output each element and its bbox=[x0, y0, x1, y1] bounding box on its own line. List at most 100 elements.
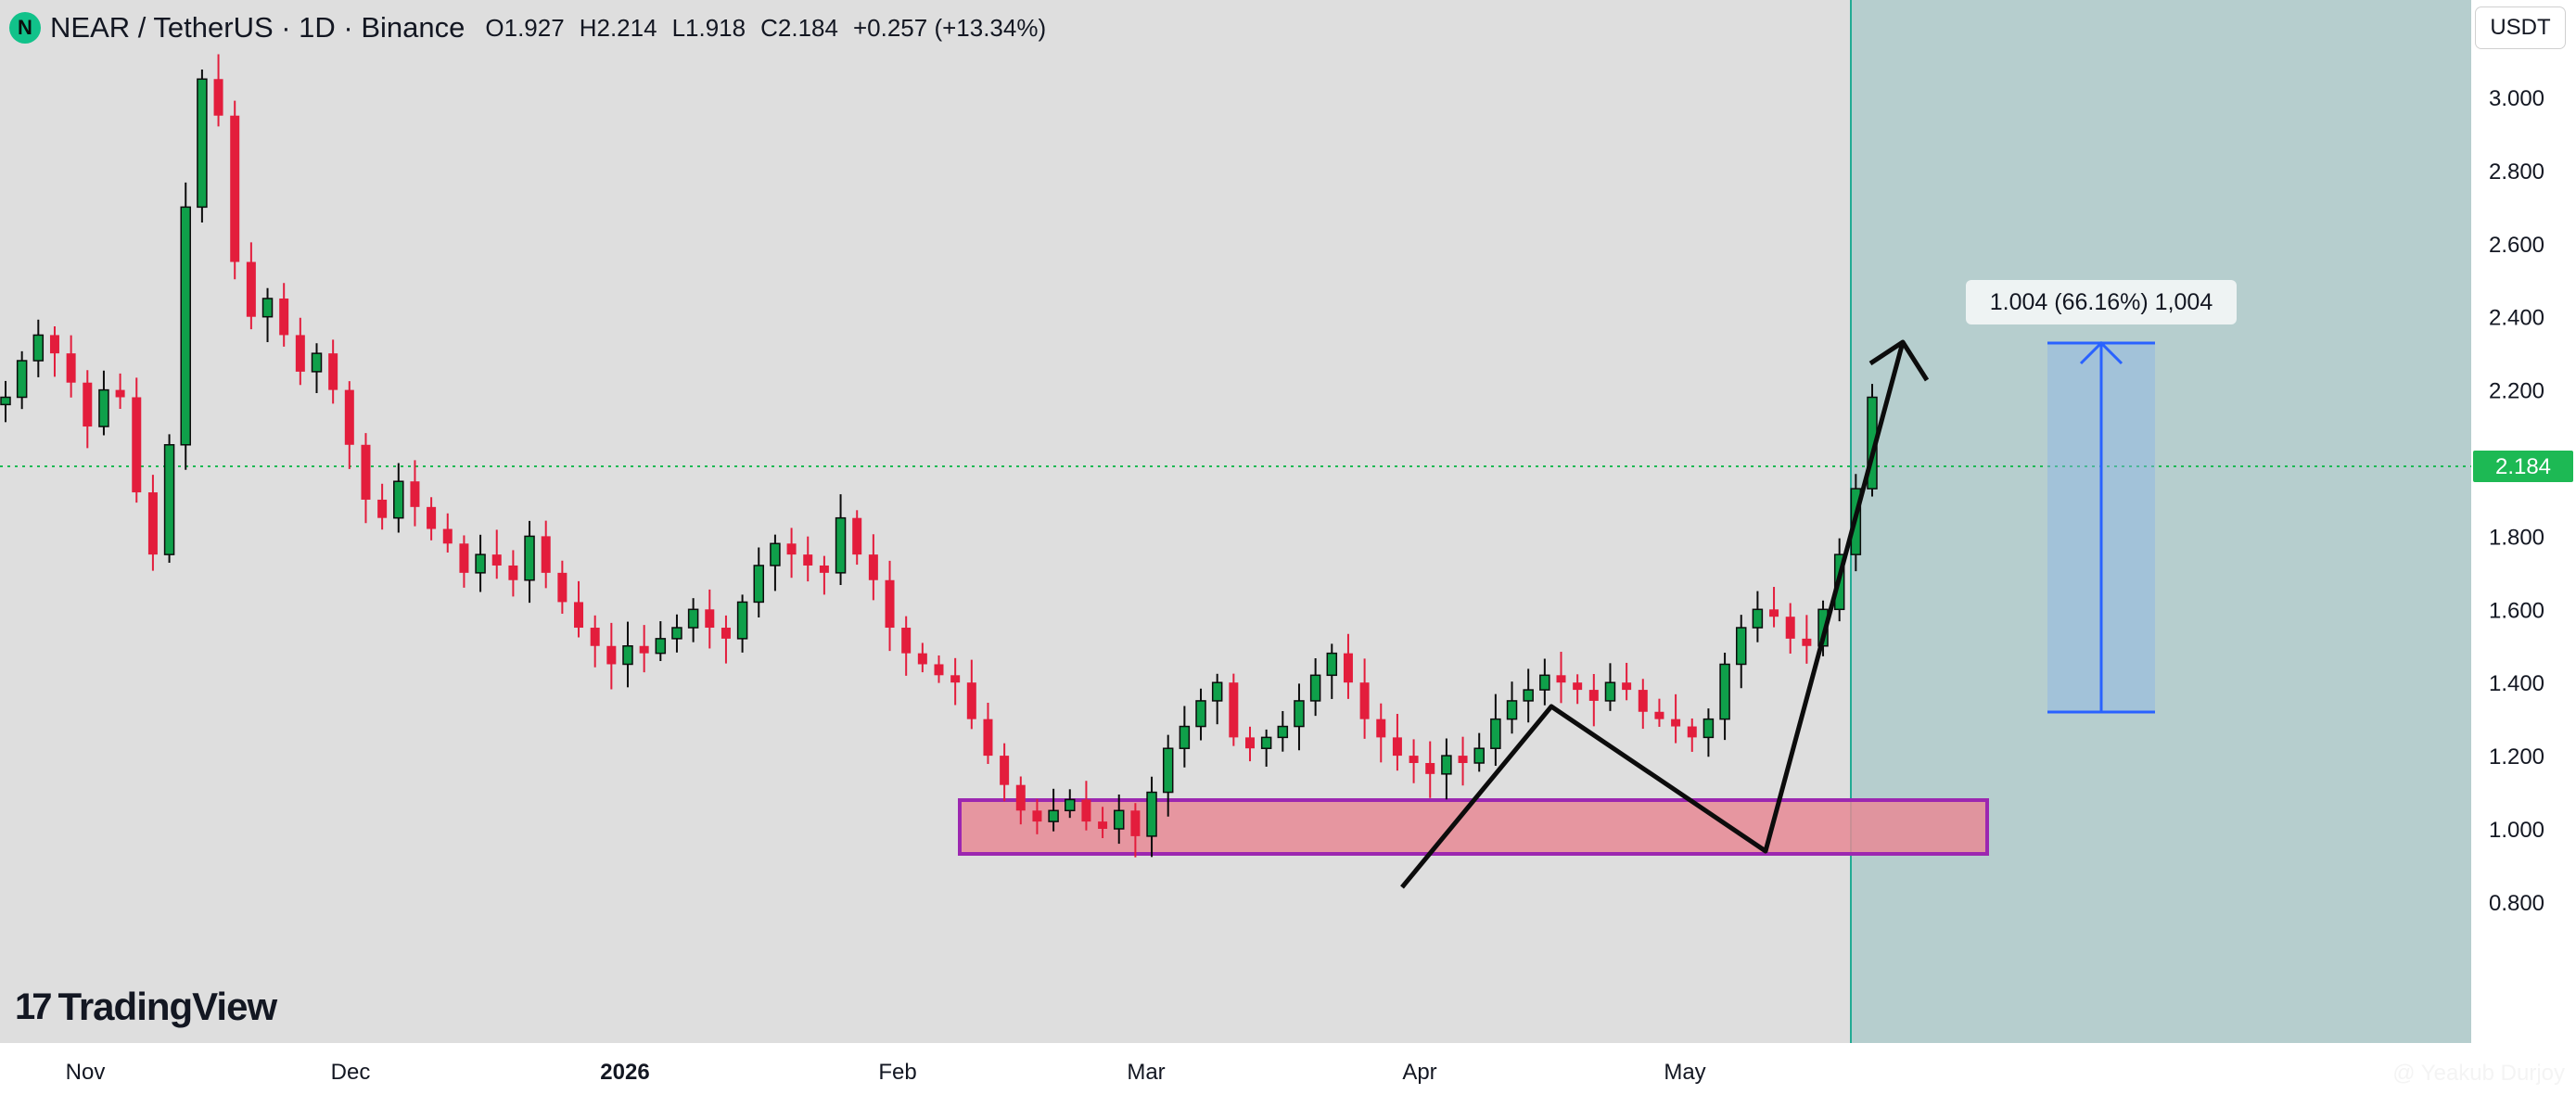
high-value: 2.214 bbox=[596, 13, 657, 42]
candle-body bbox=[671, 627, 682, 640]
candle-body bbox=[721, 628, 731, 639]
candle-body bbox=[1702, 718, 1715, 739]
candle-body bbox=[1113, 809, 1125, 830]
candle-body bbox=[1490, 718, 1501, 749]
projection-arrow-head bbox=[1868, 339, 1930, 382]
candle-body bbox=[1098, 821, 1108, 829]
candle-body bbox=[1539, 674, 1550, 691]
price-tick-label: 2.800 bbox=[2489, 159, 2544, 184]
candle-body bbox=[1294, 700, 1305, 728]
candle-body bbox=[1162, 747, 1174, 794]
candle-body bbox=[1638, 690, 1648, 712]
candle-body bbox=[246, 261, 256, 317]
candle-body bbox=[197, 78, 208, 209]
time-axis-ticks: Nov Dec 2026 Feb Mar Apr May bbox=[66, 1060, 1706, 1085]
candle-body bbox=[639, 645, 649, 654]
candle-body bbox=[852, 517, 862, 555]
symbol-legend: N NEAR / TetherUS · 1D · Binance O1.927 … bbox=[9, 7, 1046, 48]
time-tick-label: May bbox=[1664, 1060, 1705, 1085]
candle-body bbox=[1523, 689, 1534, 702]
candle-body bbox=[655, 638, 667, 655]
candle-body bbox=[115, 389, 125, 398]
candle-body bbox=[1392, 737, 1402, 757]
candle-body bbox=[1752, 608, 1764, 629]
tradingview-logo-icon: 17 bbox=[15, 986, 52, 1027]
candle-body bbox=[279, 298, 289, 336]
close-value: 2.184 bbox=[777, 13, 838, 42]
candle-body bbox=[1719, 663, 1730, 720]
candle-body bbox=[687, 608, 699, 629]
candle-body bbox=[1604, 681, 1616, 702]
candle-body bbox=[1458, 756, 1468, 763]
high-key: H bbox=[579, 13, 597, 42]
time-tick-label: Apr bbox=[1402, 1060, 1436, 1085]
candle-body bbox=[1065, 798, 1076, 812]
candle-body bbox=[1048, 809, 1059, 822]
candle-body bbox=[475, 553, 486, 574]
current-price-label: 2.184 bbox=[2495, 454, 2551, 479]
candle-body bbox=[1146, 791, 1157, 837]
candle-body bbox=[393, 480, 404, 519]
candle-body bbox=[1130, 810, 1141, 836]
measure-result-label: 1.004 (66.16%) 1,004 bbox=[1966, 280, 2237, 324]
ohlc-open: O1.927 bbox=[485, 14, 564, 43]
price-tick-label: 1.800 bbox=[2489, 525, 2544, 550]
candle-body bbox=[410, 481, 420, 507]
candle-body bbox=[966, 682, 976, 719]
candle-body bbox=[557, 572, 567, 603]
candle-body bbox=[705, 609, 715, 629]
candle-body bbox=[1229, 682, 1239, 738]
time-tick-label: Dec bbox=[331, 1060, 371, 1085]
candle-body bbox=[1409, 756, 1419, 763]
candle-body bbox=[1179, 725, 1191, 749]
time-tick-label: Feb bbox=[878, 1060, 916, 1085]
candle-body bbox=[442, 528, 453, 544]
price-axis-ticks: 3.2003.0002.8002.6002.4002.2002.0001.800… bbox=[2489, 13, 2544, 916]
measure-arrow-head bbox=[2079, 340, 2123, 365]
candle-body bbox=[98, 388, 109, 427]
candle-body bbox=[1326, 652, 1338, 677]
tradingview-logo-text: TradingView bbox=[57, 985, 278, 1028]
symbol-title[interactable]: NEAR / TetherUS · 1D · Binance bbox=[50, 11, 465, 44]
tradingview-logo[interactable]: 17 TradingView bbox=[15, 985, 278, 1029]
measure-tool[interactable] bbox=[2047, 340, 2155, 714]
low-key: L bbox=[671, 13, 686, 42]
candle-body bbox=[1376, 719, 1386, 738]
price-tick-label: 2.600 bbox=[2489, 233, 2544, 258]
candle-body bbox=[524, 535, 535, 581]
candle-body bbox=[541, 536, 551, 573]
candle-body bbox=[147, 492, 158, 555]
time-axis-background[interactable] bbox=[0, 1043, 2471, 1094]
candle-body bbox=[885, 579, 895, 629]
price-tick-label: 3.000 bbox=[2489, 86, 2544, 111]
candle-body bbox=[1245, 737, 1255, 749]
candle-body bbox=[295, 335, 305, 372]
time-tick-label: Mar bbox=[1127, 1060, 1165, 1085]
candle-body bbox=[950, 675, 961, 683]
candle-body bbox=[491, 554, 502, 566]
candle-body bbox=[622, 645, 633, 666]
price-axis-background[interactable] bbox=[2471, 0, 2576, 1094]
candle-body bbox=[1769, 609, 1779, 617]
candle-body bbox=[1506, 700, 1518, 720]
candle-body bbox=[1211, 681, 1223, 702]
candle-body bbox=[1441, 755, 1452, 775]
candle-body bbox=[1359, 682, 1370, 719]
candle-body bbox=[132, 397, 142, 493]
price-tick-label: 1.200 bbox=[2489, 744, 2544, 770]
candle-body bbox=[590, 628, 600, 646]
candle-body bbox=[1425, 762, 1435, 774]
candle-body bbox=[1277, 725, 1289, 739]
currency-unit-button[interactable]: USDT bbox=[2476, 7, 2565, 48]
time-tick-label: Nov bbox=[66, 1060, 106, 1085]
candle-body bbox=[1588, 690, 1599, 701]
ohlc-high: H2.214 bbox=[580, 14, 657, 43]
candle-body bbox=[901, 628, 912, 654]
candle-body bbox=[261, 298, 274, 318]
candle-body bbox=[1671, 719, 1681, 727]
candle-body bbox=[180, 206, 191, 446]
candle-body bbox=[736, 601, 748, 640]
pattern-drawing[interactable] bbox=[1400, 339, 1930, 889]
candle-body bbox=[1309, 674, 1321, 702]
